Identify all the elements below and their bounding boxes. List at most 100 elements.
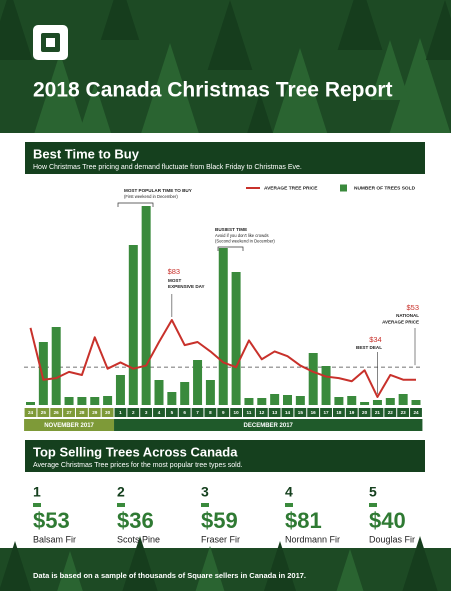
rank: 5: [369, 484, 377, 500]
bar: [231, 272, 241, 405]
bar: [193, 360, 203, 405]
bar: [205, 380, 215, 405]
x-tick-label: 3: [145, 410, 148, 415]
x-tick-label: 19: [349, 410, 355, 415]
tree: [389, 38, 451, 133]
annotation: BUSIEST TIME: [215, 227, 247, 232]
tree-name: Scots Pine: [117, 534, 160, 544]
x-tick-label: 5: [171, 410, 174, 415]
bar: [360, 402, 370, 405]
tree-name: Fraser Fir: [201, 534, 240, 544]
x-tick-label: 25: [41, 410, 47, 415]
day-cell: [345, 408, 358, 417]
day-cell: [191, 408, 204, 417]
x-tick-label: 24: [28, 410, 34, 415]
tree: [100, 0, 140, 40]
day-cell: [37, 408, 50, 417]
x-tick-label: 29: [92, 410, 98, 415]
tree-name: Douglas Fir: [369, 534, 415, 544]
x-tick-label: 4: [158, 410, 161, 415]
day-cell: [178, 408, 191, 417]
rank: 3: [201, 484, 209, 500]
tree-price: $40: [369, 508, 406, 533]
x-tick-label: 24: [413, 410, 419, 415]
day-cell: [294, 408, 307, 417]
day-cell: [114, 408, 127, 417]
bar: [180, 382, 190, 405]
tree-price: $36: [117, 508, 154, 533]
day-cell: [255, 408, 268, 417]
page-title: 2018 Canada Christmas Tree Report: [33, 79, 392, 102]
rank-bar: [201, 503, 209, 507]
x-tick-label: 21: [375, 410, 381, 415]
bar: [321, 366, 331, 405]
bar: [244, 398, 254, 405]
month-label: NOVEMBER 2017: [44, 423, 94, 429]
x-tick-label: 7: [196, 410, 199, 415]
day-cell: [358, 408, 371, 417]
month-band: [24, 419, 115, 431]
x-tick-label: 18: [336, 410, 342, 415]
tree: [0, 0, 33, 60]
annotation: BEST DEAL: [356, 345, 382, 350]
value-label: $34: [369, 335, 382, 344]
bracket: [117, 202, 154, 207]
bar: [218, 248, 228, 405]
annotation: MOST POPULAR TIME TO BUY: [124, 188, 192, 193]
tree-price: $53: [33, 508, 70, 533]
bar: [283, 395, 292, 405]
x-tick-label: 1: [119, 410, 122, 415]
section-banner: [25, 142, 425, 174]
bar: [77, 397, 87, 405]
day-cell: [127, 408, 140, 417]
tree: [122, 536, 158, 591]
tree: [264, 541, 296, 591]
day-cell: [88, 408, 101, 417]
day-cell: [153, 408, 165, 417]
reference-value-label: $53: [406, 303, 419, 312]
month-label: DECEMBER 2017: [244, 423, 294, 429]
bar: [308, 353, 318, 405]
x-tick-label: 14: [285, 410, 291, 415]
rank-bar: [369, 503, 377, 507]
x-tick-label: 27: [66, 410, 72, 415]
tree: [336, 549, 364, 591]
day-cell: [307, 408, 320, 417]
day-cell: [268, 408, 281, 417]
reference-text: AVERAGE PRICE: [382, 320, 419, 325]
x-tick-label: 28: [79, 410, 85, 415]
tree: [34, 53, 86, 133]
bar: [141, 206, 151, 405]
section-subtitle: How Christmas Tree pricing and demand fl…: [33, 164, 302, 171]
x-tick-label: 2: [132, 410, 135, 415]
x-tick-label: 16: [311, 410, 317, 415]
tree: [195, 546, 225, 591]
tree: [79, 83, 111, 133]
day-cell: [217, 408, 230, 417]
section-title: Best Time to Buy: [33, 146, 140, 161]
tree-price: $59: [201, 508, 238, 533]
section-title: Top Selling Trees Across Canada: [33, 444, 238, 459]
bar: [334, 397, 344, 405]
day-cell: [24, 408, 37, 417]
tree: [247, 93, 273, 133]
annotation: (First weekend in December): [124, 194, 178, 199]
day-cell: [384, 408, 397, 417]
tree-name: Balsam Fir: [33, 534, 76, 544]
tree: [370, 40, 410, 100]
bar: [347, 396, 357, 405]
day-cell: [332, 408, 345, 417]
bar: [257, 398, 267, 405]
x-tick-label: 12: [259, 410, 265, 415]
x-tick-label: 20: [362, 410, 368, 415]
annotation: EXPENSIVE DAY: [168, 284, 205, 289]
bar: [90, 397, 100, 405]
annotation: (Second weekend in December): [215, 239, 275, 244]
tree: [272, 48, 328, 133]
x-tick-label: 6: [183, 410, 186, 415]
day-cell: [204, 408, 217, 417]
rank: 2: [117, 484, 125, 500]
x-tick-label: 8: [209, 410, 212, 415]
day-cell: [63, 408, 75, 417]
day-cell: [140, 408, 153, 417]
